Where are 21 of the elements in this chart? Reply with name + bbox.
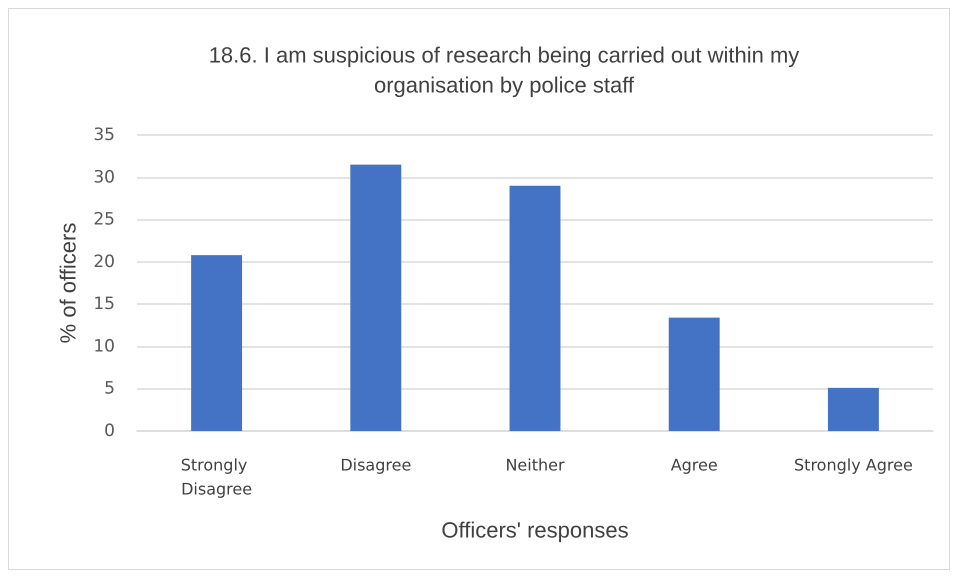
bar bbox=[191, 255, 242, 431]
y-tick-label: 5 bbox=[104, 378, 115, 399]
y-tick-label: 0 bbox=[104, 421, 115, 441]
x-tick-label: Agree bbox=[670, 456, 718, 474]
bar bbox=[510, 186, 560, 431]
y-tick-label: 35 bbox=[93, 125, 115, 145]
x-tick-label: Neither bbox=[505, 456, 565, 474]
x-tick-label: Strongly Disagree bbox=[180, 456, 252, 498]
bar bbox=[668, 318, 720, 431]
y-tick-label: 15 bbox=[93, 294, 115, 314]
y-tick-label: 10 bbox=[93, 336, 115, 356]
chart-title: 18.6. I am suspicious of research being carried out within my organisation by police staff bbox=[208, 42, 800, 98]
bar bbox=[350, 164, 402, 431]
y-axis-title: % of officers bbox=[56, 222, 80, 344]
x-tick-label: Strongly Agree bbox=[794, 456, 913, 474]
x-axis-title: Officers' responses bbox=[441, 518, 629, 542]
y-tick-label: 30 bbox=[93, 167, 115, 188]
y-tick-label: 25 bbox=[93, 210, 115, 230]
bar bbox=[828, 388, 879, 431]
x-tick-label: Disagree bbox=[340, 456, 412, 474]
y-tick-label: 20 bbox=[93, 252, 115, 272]
